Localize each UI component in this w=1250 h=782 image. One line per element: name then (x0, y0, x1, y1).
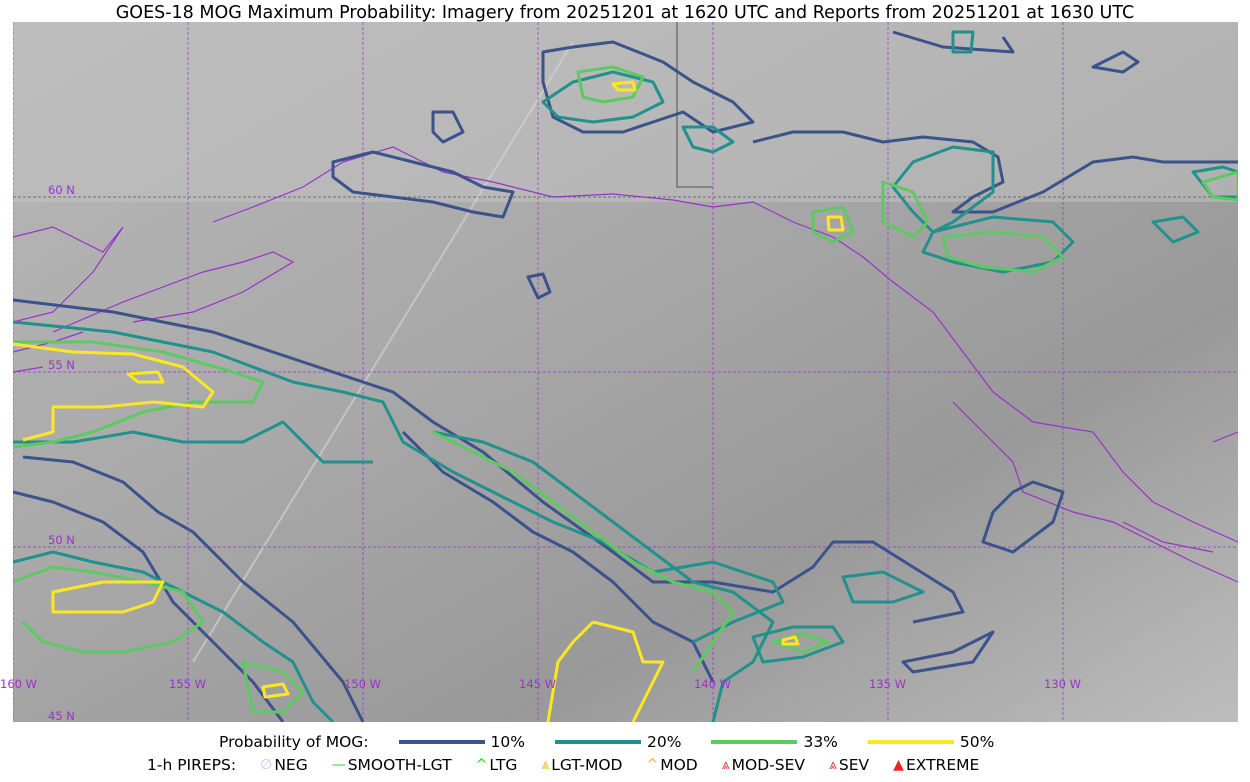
pirep-mod: MOD (660, 756, 698, 774)
swatch-33pct (711, 740, 798, 744)
lat-label-55n: 55 N (48, 358, 75, 372)
coastline (12, 146, 1239, 583)
lat-label-60n: 60 N (48, 183, 75, 197)
contour-50pct (12, 80, 845, 723)
pirep-mod-sev: MOD-SEV (731, 756, 805, 774)
mod-sev-icon: ⩓ (721, 757, 730, 773)
probability-legend: Probability of MOG: 10% 20% 33% 50% (219, 733, 994, 751)
map-title: GOES-18 MOG Maximum Probability: Imagery… (115, 3, 1135, 23)
contour-33pct (12, 65, 1240, 714)
lon-label-130w: 130 W (1044, 677, 1081, 691)
ltg-icon: ^ (475, 757, 488, 773)
lon-label-160w: 160 W (0, 677, 37, 691)
contour-20pct (12, 30, 1240, 724)
lgt-mod-icon: ⩓ (541, 757, 550, 773)
pirep-extreme: EXTREME (905, 756, 980, 774)
sev-icon: ⩓ (829, 757, 837, 773)
swatch-10pct (398, 740, 485, 744)
smooth-lgt-icon: — (331, 757, 346, 773)
pirep-neg: NEG (274, 756, 308, 774)
lat-label-50n: 50 N (48, 533, 75, 547)
pirep-sev: SEV (838, 756, 870, 774)
level-20pct: 20% (647, 733, 682, 751)
lon-label-155w: 155 W (169, 677, 206, 691)
mod-icon: ^ (646, 757, 659, 773)
lon-label-135w: 135 W (869, 677, 906, 691)
lon-label-145w: 145 W (519, 677, 556, 691)
level-50pct: 50% (959, 733, 995, 751)
pirep-lgt-mod: LGT-MOD (551, 756, 623, 774)
extreme-icon: ▲ (893, 757, 904, 773)
pireps-label: 1-h PIREPS: (147, 756, 237, 774)
map-canvas (12, 22, 1240, 724)
level-33pct: 33% (803, 733, 838, 751)
level-10pct: 10% (490, 733, 525, 751)
probability-label: Probability of MOG: (219, 733, 369, 751)
swatch-50pct (867, 740, 954, 744)
pirep-ltg: LTG (489, 756, 518, 774)
swatch-20pct (555, 740, 641, 744)
lon-label-150w: 150 W (344, 677, 381, 691)
lon-label-140w: 140 W (694, 677, 731, 691)
neg-icon: ∅ (260, 757, 273, 773)
pirep-smooth-lgt: SMOOTH-LGT (347, 756, 452, 774)
pireps-legend: 1-h PIREPS: ∅ NEG — SMOOTH-LGT ^ LTG ⩓ LGT-M… (147, 756, 979, 774)
satellite-map: 60 N 55 N 50 N 45 N 160 W 155 W 150 W 14… (0, 22, 1240, 724)
lat-label-45n: 45 N (48, 709, 75, 723)
